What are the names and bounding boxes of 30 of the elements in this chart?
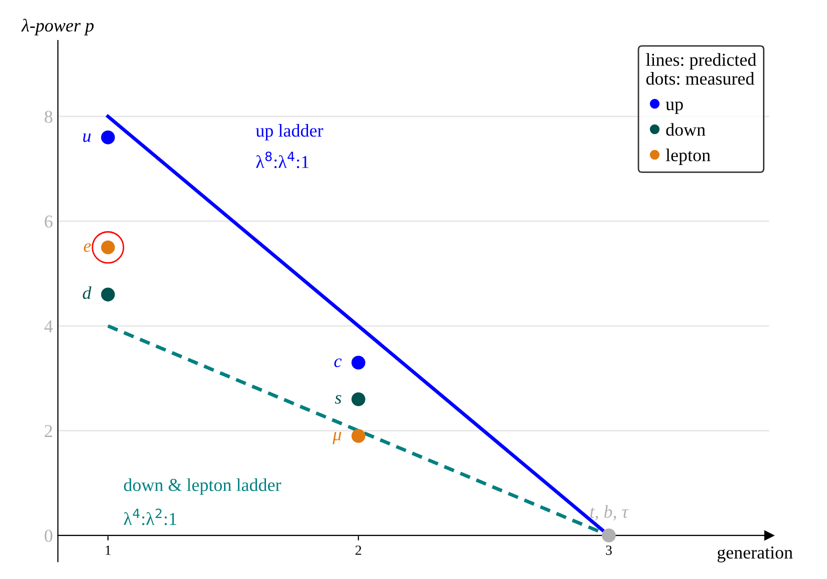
point — [352, 392, 366, 406]
data-label: c — [334, 358, 342, 368]
x-tick-label: 1 — [106, 546, 111, 555]
legend-label: lepton — [666, 148, 710, 165]
point — [602, 528, 616, 542]
annotation: down & lepton ladder — [124, 478, 282, 495]
point — [352, 356, 366, 370]
data-label: d — [82, 286, 92, 300]
point — [101, 130, 115, 144]
x-tick-label: 3 — [606, 546, 612, 555]
annotation: up ladder — [256, 124, 324, 140]
data-label: e — [84, 243, 91, 252]
data-label: μ — [332, 432, 342, 444]
x-tick-label: 2 — [356, 546, 362, 555]
y-axis-title: λ-power p — [21, 18, 94, 36]
point — [101, 288, 115, 302]
x-axis-title: generation — [718, 546, 793, 562]
legend-label: up — [666, 102, 683, 114]
y-tick-label: 0 — [44, 530, 52, 542]
y-tick-label: 6 — [44, 216, 52, 228]
legend-label: down — [666, 123, 706, 136]
annotation: λ$^{4}$:λ$^{2}$:1 — [124, 508, 176, 526]
y-tick-label: 4 — [44, 320, 53, 332]
legend-title: lines: predicted dots: measured — [646, 53, 756, 85]
annotation: λ$^{8}$:λ$^{4}$:1 — [256, 152, 309, 168]
data-label: s — [334, 395, 342, 404]
data-label: u — [83, 133, 91, 142]
y-tick-label: 2 — [44, 425, 52, 437]
y-tick-label: 8 — [44, 110, 52, 123]
data-label: t, b, τ — [590, 505, 629, 520]
